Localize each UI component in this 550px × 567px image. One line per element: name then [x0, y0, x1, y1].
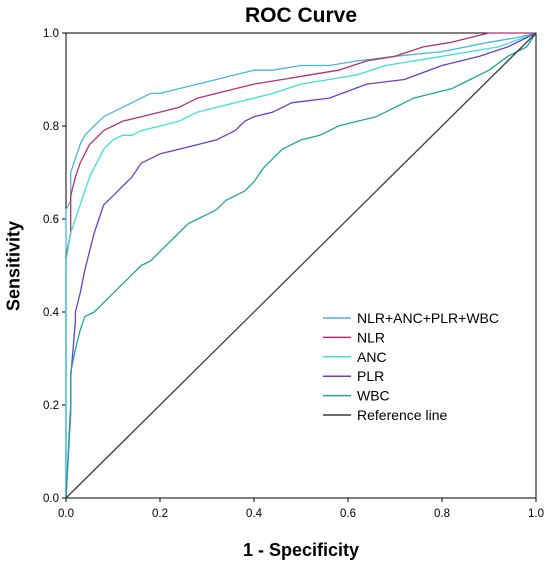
series-line-nlr	[65, 32, 536, 498]
y-tick-label: 0.4	[43, 307, 60, 319]
y-tick-label: 0.6	[43, 214, 59, 226]
legend-label-reference-line: Reference line	[357, 407, 447, 423]
axes: 0.0 0.2 0.4 0.6 0.8 1.0 0.0 0.2 0.4 0.6 0.8 1.0	[43, 28, 544, 520]
x-tick-label: 0.8	[434, 508, 450, 520]
series-line-anc	[65, 32, 537, 498]
series-line-nlr-anc-plr-wbc	[65, 32, 537, 498]
x-tick-label: 0.0	[58, 508, 74, 520]
x-tick-label: 0.4	[246, 508, 263, 520]
x-tick-label: 0.2	[152, 508, 168, 520]
legend: NLR+ANC+PLR+WBC NLR ANC PLR WBC Reference lin…	[323, 310, 499, 423]
legend-label-anc: ANC	[357, 349, 387, 365]
series-line-reference-line	[65, 32, 537, 499]
x-tick-label: 0.6	[340, 508, 356, 520]
y-tick-label: 0.0	[43, 493, 59, 505]
series-line-plr	[65, 32, 537, 499]
legend-label-nlr-anc-plr-wbc: NLR+ANC+PLR+WBC	[357, 310, 499, 326]
y-tick-label: 0.2	[43, 400, 59, 412]
y-tick-label: 0.8	[43, 121, 59, 133]
chart-title: ROC Curve	[244, 4, 358, 27]
y-axis-title: Sensitivity	[3, 220, 24, 312]
legend-label-nlr: NLR	[357, 329, 385, 345]
series-line-wbc	[65, 32, 537, 499]
series-lines	[65, 32, 537, 499]
legend-label-wbc: WBC	[357, 388, 390, 404]
x-tick-label: 1.0	[528, 508, 544, 520]
legend-label-plr: PLR	[357, 368, 384, 384]
y-tick-label: 1.0	[43, 28, 59, 40]
x-axis-title: 1 - Specificity	[242, 540, 360, 560]
